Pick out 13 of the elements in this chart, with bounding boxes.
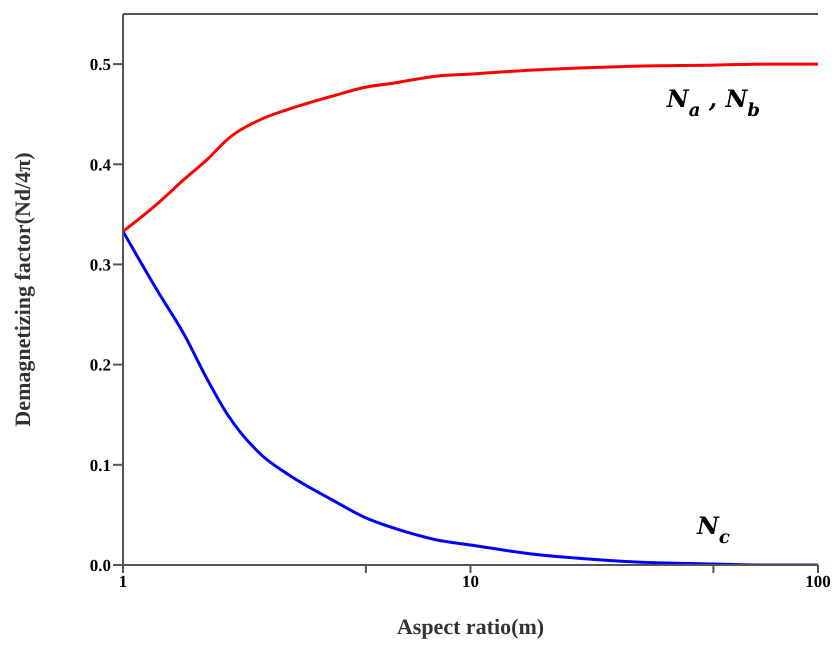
y-axis-title: Demagnetizing factor(Nd/4π)	[10, 152, 35, 427]
x-axis-title: Aspect ratio(m)	[396, 614, 544, 639]
series-label: N$_{c}$	[696, 511, 730, 548]
y-tick-label: 0.2	[90, 356, 111, 375]
series-label: N$_{a}$ , N$_{b}$	[666, 84, 760, 122]
y-tick-label: 0.4	[90, 155, 112, 174]
y-tick-label: 0.5	[90, 55, 111, 74]
y-tick-label: 0.0	[90, 556, 111, 576]
x-tick-label: 100	[805, 572, 831, 592]
x-tick-label: 10	[462, 572, 479, 592]
y-tick-label: 0.3	[90, 255, 111, 274]
x-tick-label: 1	[118, 572, 128, 592]
y-tick-label: 0.1	[90, 456, 111, 475]
